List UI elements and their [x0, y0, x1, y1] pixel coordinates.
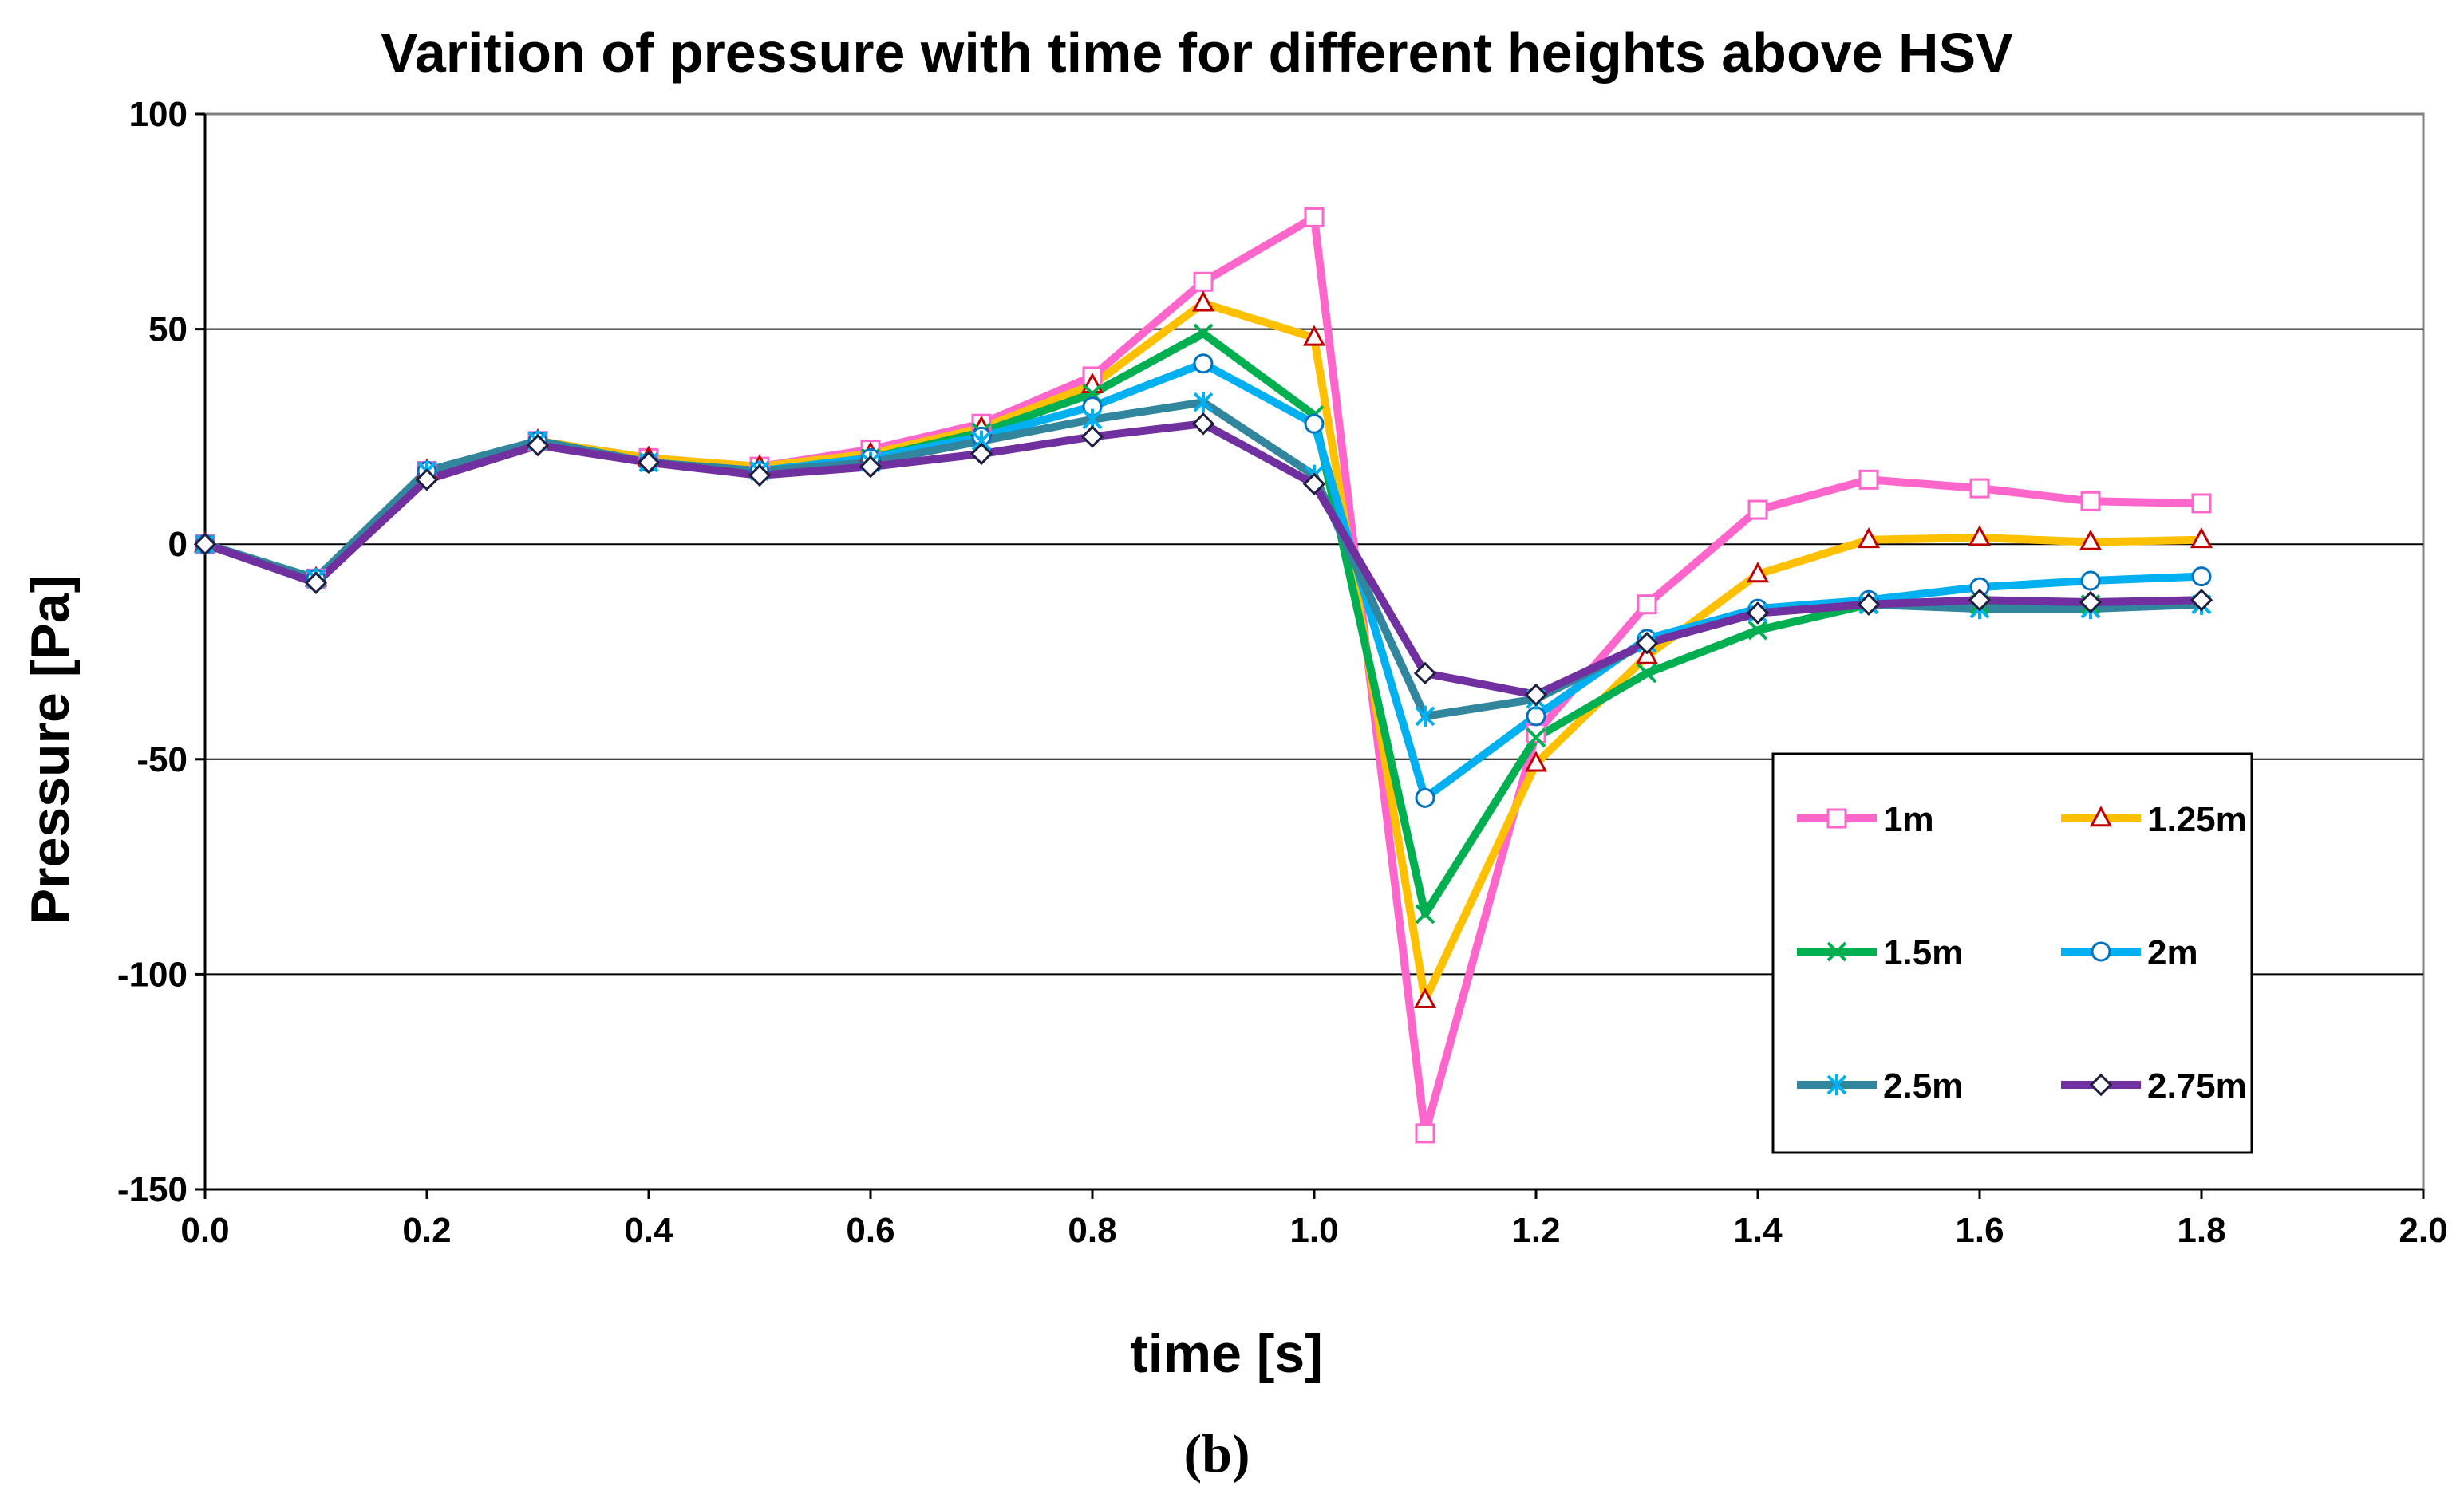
- chart-title: Varition of pressure with time for diffe…: [381, 22, 2013, 84]
- marker-circle: [2080, 570, 2101, 591]
- marker-diamond: [1080, 425, 1104, 448]
- x-tick-label: 1.6: [1955, 1211, 2004, 1250]
- marker-diamond: [1302, 472, 1326, 495]
- marker-asterisk: [1193, 392, 1214, 413]
- marker-diamond: [969, 442, 993, 466]
- marker-diamond: [2079, 590, 2103, 614]
- marker-diamond: [1191, 412, 1215, 436]
- marker-diamond: [1413, 661, 1437, 685]
- legend-label: 2.5m: [1883, 1066, 1963, 1106]
- y-tick-label: -50: [136, 740, 188, 779]
- x-axis-title: time [s]: [1130, 1323, 1323, 1384]
- marker-diamond: [2089, 1073, 2113, 1097]
- marker-triangle: [1191, 290, 1215, 312]
- marker-x: [1526, 727, 1546, 748]
- marker-triangle: [2190, 526, 2213, 549]
- legend-item-2.5m: 2.5m: [1797, 1066, 1963, 1106]
- marker-diamond: [1746, 601, 1770, 625]
- legend-item-2.75m: 2.75m: [2061, 1066, 2247, 1106]
- marker-asterisk: [1826, 1074, 1847, 1096]
- figure-caption: (b): [1183, 1423, 1250, 1484]
- marker-square: [1637, 594, 1657, 615]
- marker-circle: [1415, 787, 1435, 808]
- marker-square: [1969, 478, 1990, 499]
- marker-x: [1826, 941, 1847, 962]
- y-axis-title: Pressure [Pa]: [20, 575, 81, 924]
- marker-circle: [1193, 353, 1214, 374]
- marker-triangle: [2089, 806, 2113, 827]
- marker-triangle: [2079, 529, 2103, 550]
- legend-item-1.5m: 1.5m: [1797, 933, 1963, 972]
- marker-x: [1747, 620, 1768, 641]
- legend-item-2m: 2m: [2061, 933, 2198, 972]
- marker-diamond: [1857, 593, 1881, 616]
- legend-item-1.25m: 1.25m: [2061, 800, 2247, 839]
- marker-circle: [2091, 941, 2111, 962]
- x-tick-label: 1.4: [1733, 1211, 1783, 1250]
- legend-label: 1.25m: [2147, 800, 2247, 839]
- marker-square: [2191, 493, 2212, 514]
- marker-triangle: [1635, 643, 1659, 664]
- y-tick-label: 50: [148, 310, 188, 349]
- y-tick-label: -150: [117, 1170, 188, 1209]
- marker-x: [1637, 663, 1657, 684]
- marker-square: [1858, 469, 1879, 490]
- y-tick-label: 0: [168, 525, 188, 564]
- legend-label: 1.5m: [1883, 933, 1963, 972]
- y-tick-label: -100: [117, 955, 188, 994]
- marker-diamond: [415, 468, 439, 491]
- marker-triangle: [1968, 525, 1992, 546]
- x-tick-label: 0.0: [180, 1211, 229, 1250]
- marker-square: [1193, 271, 1214, 292]
- series-markers-2.75m: [193, 412, 2213, 707]
- legend: 1m 1.25m 1.5m 2m 2.5m 2.75m: [1771, 752, 2253, 1154]
- marker-triangle: [1524, 751, 1548, 772]
- x-tick-label: 1.8: [2177, 1211, 2225, 1250]
- marker-square: [1747, 499, 1768, 520]
- marker-triangle: [1302, 325, 1326, 346]
- marker-diamond: [1635, 631, 1659, 655]
- x-tick-label: 1.2: [1511, 1211, 1560, 1250]
- marker-circle: [1526, 706, 1546, 727]
- marker-circle: [2191, 566, 2212, 587]
- legend-label: 2m: [2147, 933, 2198, 972]
- marker-diamond: [1968, 589, 1992, 612]
- marker-triangle: [1746, 562, 1770, 583]
- marker-diamond: [637, 451, 661, 474]
- marker-triangle: [1413, 987, 1437, 1009]
- x-tick-label: 2.0: [2399, 1211, 2447, 1250]
- x-tick-labels: 0.0 0.2 0.4 0.6 0.8 1.0 1.2 1.4 1.6 1.8 2.0: [180, 1211, 2447, 1250]
- marker-diamond: [304, 571, 328, 594]
- marker-x: [1193, 323, 1214, 344]
- marker-triangle: [1857, 526, 1881, 549]
- marker-x: [1415, 904, 1435, 924]
- marker-diamond: [859, 455, 883, 479]
- y-tick-label: 100: [129, 95, 188, 134]
- y-tick-labels: 100 50 0 -50 -100 -150: [117, 95, 188, 1209]
- legend-label: 1m: [1883, 800, 1934, 839]
- marker-diamond: [193, 532, 217, 556]
- marker-square: [1415, 1123, 1435, 1144]
- x-tick-label: 0.8: [1068, 1211, 1116, 1250]
- marker-diamond: [2190, 589, 2213, 612]
- x-tick-label: 1.0: [1289, 1211, 1338, 1250]
- x-tick-label: 0.6: [846, 1211, 894, 1250]
- plot-area: [193, 112, 2425, 1199]
- series-markers: [193, 207, 2213, 1144]
- legend-label: 2.75m: [2147, 1066, 2247, 1106]
- marker-diamond: [526, 433, 550, 457]
- marker-square: [1826, 808, 1847, 829]
- marker-asterisk: [1415, 705, 1435, 727]
- marker-diamond: [1524, 683, 1548, 707]
- x-tick-label: 0.2: [402, 1211, 451, 1250]
- legend-item-1m: 1m: [1797, 800, 1934, 839]
- marker-circle: [1304, 413, 1325, 434]
- marker-square: [2080, 491, 2101, 511]
- marker-square: [1304, 207, 1325, 227]
- marker-diamond: [748, 463, 772, 487]
- x-tick-label: 0.4: [624, 1211, 673, 1250]
